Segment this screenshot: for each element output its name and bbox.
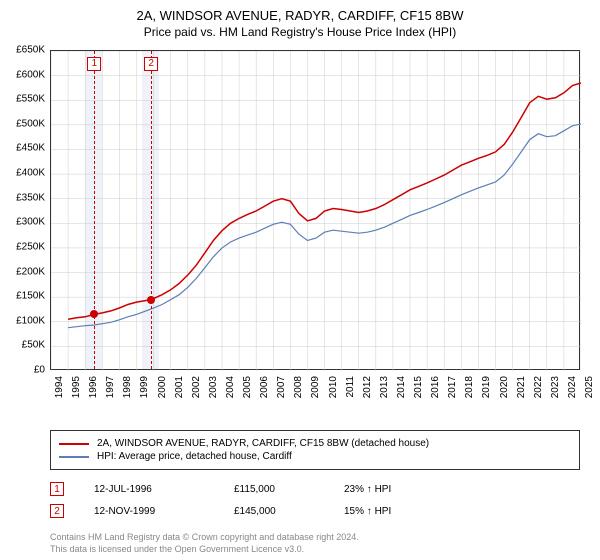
datapoint-date: 12-NOV-1999	[94, 506, 204, 517]
x-tick-label: 2014	[396, 376, 407, 398]
x-tick-label: 2005	[242, 376, 253, 398]
footer-line-1: Contains HM Land Registry data © Crown c…	[50, 532, 580, 544]
x-tick-label: 2021	[516, 376, 527, 398]
datapoint-row: 2 12-NOV-1999 £145,000 15% ↑ HPI	[50, 500, 580, 522]
chart-title: 2A, WINDSOR AVENUE, RADYR, CARDIFF, CF15…	[0, 0, 600, 23]
x-tick-label: 2006	[259, 376, 270, 398]
y-tick-label: £400K	[16, 168, 45, 179]
legend-swatch	[59, 456, 89, 458]
y-tick-label: £50K	[22, 340, 45, 351]
legend-row: HPI: Average price, detached house, Card…	[59, 450, 571, 463]
event-marker: 2	[144, 57, 158, 71]
datapoint-hpi: 23% ↑ HPI	[344, 484, 391, 495]
price-dot	[90, 310, 98, 318]
legend-label: HPI: Average price, detached house, Card…	[97, 451, 292, 462]
x-tick-label: 2002	[191, 376, 202, 398]
y-tick-label: £350K	[16, 192, 45, 203]
x-tick-label: 1998	[122, 376, 133, 398]
x-tick-label: 1994	[54, 376, 65, 398]
event-vline	[94, 51, 95, 369]
chart-subtitle: Price paid vs. HM Land Registry's House …	[0, 23, 600, 39]
x-tick-label: 2025	[584, 376, 595, 398]
x-tick-label: 1996	[88, 376, 99, 398]
y-tick-label: £650K	[16, 45, 45, 56]
footer-text: Contains HM Land Registry data © Crown c…	[50, 532, 580, 555]
x-tick-label: 2009	[310, 376, 321, 398]
x-tick-label: 1999	[139, 376, 150, 398]
event-marker: 1	[87, 57, 101, 71]
x-tick-label: 2011	[345, 376, 356, 398]
datapoint-price: £115,000	[234, 484, 314, 495]
x-axis: 1994 1995 1996 1997 1998 1999 2000 2001 2002 2003…	[50, 372, 580, 422]
x-tick-label: 2017	[447, 376, 458, 398]
x-tick-label: 1995	[71, 376, 82, 398]
datapoint-row: 1 12-JUL-1996 £115,000 23% ↑ HPI	[50, 478, 580, 500]
x-tick-label: 2023	[550, 376, 561, 398]
x-tick-label: 2012	[362, 376, 373, 398]
datapoint-price: £145,000	[234, 506, 314, 517]
x-tick-label: 2015	[413, 376, 424, 398]
x-tick-label: 2003	[208, 376, 219, 398]
x-tick-label: 2024	[567, 376, 578, 398]
x-tick-label: 2022	[533, 376, 544, 398]
y-tick-label: £500K	[16, 118, 45, 129]
x-tick-label: 2010	[328, 376, 339, 398]
datapoint-date: 12-JUL-1996	[94, 484, 204, 495]
footer-line-2: This data is licensed under the Open Gov…	[50, 544, 580, 556]
y-tick-label: £450K	[16, 143, 45, 154]
y-tick-label: £150K	[16, 291, 45, 302]
datapoint-marker: 2	[50, 504, 64, 518]
x-tick-label: 2004	[225, 376, 236, 398]
y-tick-label: £300K	[16, 217, 45, 228]
x-tick-label: 2019	[481, 376, 492, 398]
price-dot	[147, 296, 155, 304]
plot-svg	[51, 51, 581, 371]
y-tick-label: £200K	[16, 266, 45, 277]
datapoint-marker: 1	[50, 482, 64, 496]
legend-row: 2A, WINDSOR AVENUE, RADYR, CARDIFF, CF15…	[59, 437, 571, 450]
plot-area: 12	[50, 50, 580, 370]
legend-label: 2A, WINDSOR AVENUE, RADYR, CARDIFF, CF15…	[97, 438, 429, 449]
x-tick-label: 2016	[430, 376, 441, 398]
y-tick-label: £0	[34, 365, 45, 376]
event-vline	[151, 51, 152, 369]
x-tick-label: 2001	[174, 376, 185, 398]
y-axis: £0£50K£100K£150K£200K£250K£300K£350K£400…	[5, 50, 45, 370]
x-tick-label: 2020	[499, 376, 510, 398]
chart-area: £0£50K£100K£150K£200K£250K£300K£350K£400…	[50, 50, 580, 390]
legend-swatch	[59, 443, 89, 445]
chart-container: 2A, WINDSOR AVENUE, RADYR, CARDIFF, CF15…	[0, 0, 600, 560]
legend-box: 2A, WINDSOR AVENUE, RADYR, CARDIFF, CF15…	[50, 430, 580, 470]
data-points-table: 1 12-JUL-1996 £115,000 23% ↑ HPI 2 12-NOV-199…	[50, 478, 580, 522]
y-tick-label: £550K	[16, 94, 45, 105]
y-tick-label: £600K	[16, 69, 45, 80]
x-tick-label: 2013	[379, 376, 390, 398]
x-tick-label: 1997	[105, 376, 116, 398]
x-tick-label: 2008	[293, 376, 304, 398]
x-tick-label: 2018	[464, 376, 475, 398]
x-tick-label: 2007	[276, 376, 287, 398]
datapoint-hpi: 15% ↑ HPI	[344, 506, 391, 517]
y-tick-label: £250K	[16, 241, 45, 252]
y-tick-label: £100K	[16, 315, 45, 326]
x-tick-label: 2000	[157, 376, 168, 398]
